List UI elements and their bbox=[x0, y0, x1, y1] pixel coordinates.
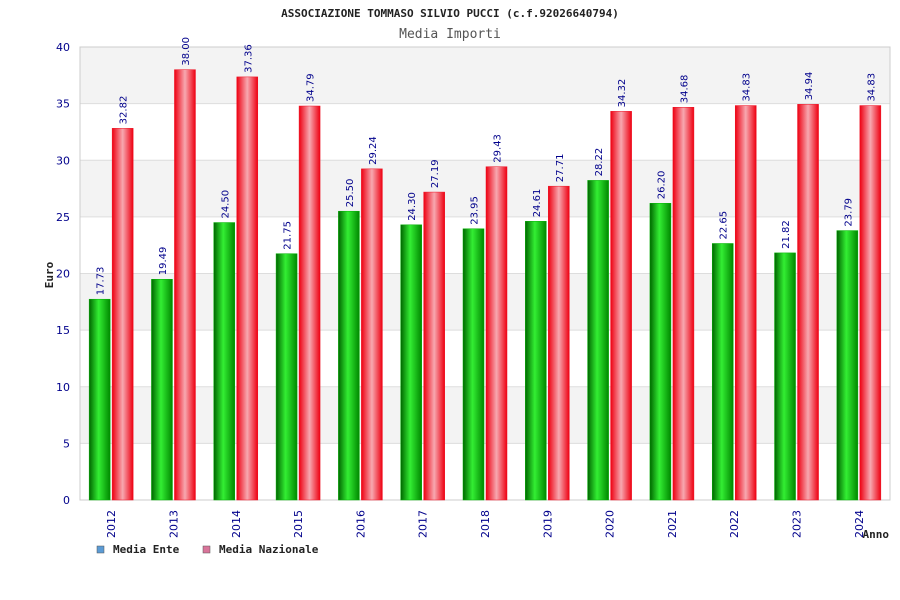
bar-nazionale-2013 bbox=[174, 69, 196, 501]
bar-nazionale-2023 bbox=[797, 104, 819, 501]
x-tick-label: 2015 bbox=[292, 510, 305, 538]
bar-nazionale-2021 bbox=[672, 106, 695, 501]
value-label-ente-2018: 23.95 bbox=[470, 196, 481, 225]
bar-ente-2018 bbox=[462, 228, 485, 501]
legend-label-nazionale: Media Nazionale bbox=[219, 543, 319, 556]
bar-nazionale-2012 bbox=[111, 128, 134, 501]
value-label-nazionale-2018: 29.43 bbox=[493, 134, 504, 163]
value-label-ente-2012: 17.73 bbox=[96, 267, 107, 296]
x-tick-label: 2022 bbox=[728, 510, 741, 538]
x-tick-label: 2012 bbox=[105, 510, 118, 538]
chart-subtitle: Media Importi bbox=[399, 27, 501, 42]
value-label-nazionale-2024: 34.83 bbox=[866, 73, 877, 102]
bar-nazionale-2015 bbox=[298, 105, 321, 501]
value-label-nazionale-2014: 37.36 bbox=[243, 44, 254, 73]
bar-ente-2024 bbox=[836, 230, 859, 501]
value-label-nazionale-2019: 27.71 bbox=[555, 154, 566, 183]
value-label-nazionale-2023: 34.94 bbox=[804, 72, 815, 101]
chart-title: ASSOCIAZIONE TOMMASO SILVIO PUCCI (c.f.9… bbox=[281, 7, 619, 20]
background-band bbox=[80, 386, 890, 444]
y-axis-title: Euro bbox=[43, 261, 56, 288]
bars bbox=[88, 69, 882, 501]
value-label-ente-2022: 22.65 bbox=[719, 211, 730, 240]
value-label-nazionale-2015: 34.79 bbox=[306, 73, 317, 102]
x-tick-label: 2014 bbox=[230, 510, 243, 538]
value-labels: 17.73 32.82 19.49 38.00 24.50 37.36 21.75 34.79… bbox=[96, 37, 878, 295]
value-label-ente-2016: 25.50 bbox=[345, 179, 356, 208]
value-label-ente-2013: 19.49 bbox=[158, 247, 169, 276]
value-label-nazionale-2020: 34.32 bbox=[617, 79, 628, 108]
value-label-ente-2021: 26.20 bbox=[656, 171, 667, 200]
value-label-nazionale-2016: 29.24 bbox=[368, 136, 379, 165]
x-tick-label: 2023 bbox=[791, 510, 804, 538]
x-tick-label: 2013 bbox=[167, 510, 180, 538]
bar-nazionale-2019 bbox=[548, 185, 570, 501]
value-label-nazionale-2021: 34.68 bbox=[679, 75, 690, 104]
plot-frame bbox=[79, 46, 891, 501]
background-band bbox=[80, 160, 890, 217]
bar-ente-2016 bbox=[338, 210, 360, 501]
legend-label-ente: Media Ente bbox=[113, 543, 180, 556]
bar-nazionale-2024 bbox=[859, 105, 882, 501]
background-band bbox=[80, 273, 890, 331]
value-label-ente-2017: 24.30 bbox=[407, 192, 418, 221]
x-tick-label: 2017 bbox=[417, 510, 430, 538]
bar-ente-2013 bbox=[151, 279, 173, 501]
value-label-nazionale-2012: 32.82 bbox=[119, 96, 130, 125]
background-band bbox=[80, 47, 890, 104]
x-tick-label: 2019 bbox=[541, 510, 554, 538]
background-bands bbox=[80, 47, 890, 444]
bar-ente-2015 bbox=[275, 253, 298, 501]
bar-nazionale-2016 bbox=[361, 168, 383, 501]
bar-nazionale-2018 bbox=[485, 166, 508, 501]
bar-ente-2014 bbox=[213, 222, 236, 501]
bar-ente-2022 bbox=[711, 243, 734, 501]
y-tick-label: 15 bbox=[56, 324, 70, 337]
value-label-ente-2019: 24.61 bbox=[532, 189, 543, 218]
y-tick-label: 5 bbox=[63, 437, 70, 450]
value-label-ente-2014: 24.50 bbox=[220, 190, 231, 219]
bar-nazionale-2017 bbox=[423, 191, 445, 501]
value-label-nazionale-2022: 34.83 bbox=[742, 73, 753, 102]
legend-swatch-nazionale bbox=[202, 545, 211, 554]
bar-ente-2012 bbox=[88, 298, 111, 501]
bar-ente-2019 bbox=[525, 221, 547, 501]
value-label-ente-2015: 21.75 bbox=[283, 221, 294, 250]
x-tick-label: 2021 bbox=[666, 510, 679, 538]
y-tick-label: 40 bbox=[56, 41, 70, 54]
value-label-nazionale-2017: 27.19 bbox=[430, 159, 441, 188]
bar-ente-2020 bbox=[587, 180, 609, 501]
value-label-nazionale-2013: 38.00 bbox=[181, 37, 192, 66]
x-tick-label: 2020 bbox=[604, 510, 617, 538]
value-label-ente-2023: 21.82 bbox=[781, 220, 792, 249]
y-tick-label: 30 bbox=[56, 154, 70, 167]
value-label-ente-2024: 23.79 bbox=[843, 198, 854, 227]
x-tick-label: 2016 bbox=[354, 510, 367, 538]
y-tick-label: 10 bbox=[56, 381, 70, 394]
value-label-ente-2020: 28.22 bbox=[594, 148, 605, 177]
bar-nazionale-2022 bbox=[734, 105, 757, 501]
x-tick-label: 2024 bbox=[853, 510, 866, 538]
bar-ente-2021 bbox=[649, 203, 672, 501]
y-tick-label: 0 bbox=[63, 494, 70, 507]
bar-ente-2023 bbox=[774, 252, 796, 501]
y-tick-label: 20 bbox=[56, 268, 70, 281]
legend-swatch-ente bbox=[96, 545, 105, 554]
bar-ente-2017 bbox=[400, 224, 422, 501]
x-tick-label: 2018 bbox=[479, 510, 492, 538]
y-tick-label: 25 bbox=[56, 211, 70, 224]
bar-nazionale-2020 bbox=[610, 111, 632, 501]
x-axis-ticks: 2012 2013 2014 2015 2016 2017 2018 2019 2020 2021… bbox=[105, 510, 866, 538]
y-axis-ticks: 0 5 10 15 20 25 30 35 40 bbox=[56, 41, 70, 507]
y-tick-label: 35 bbox=[56, 98, 70, 111]
x-axis-title: Anno bbox=[863, 528, 890, 541]
legend: Media Ente Media Nazionale bbox=[96, 543, 319, 556]
bar-nazionale-2014 bbox=[236, 76, 259, 501]
